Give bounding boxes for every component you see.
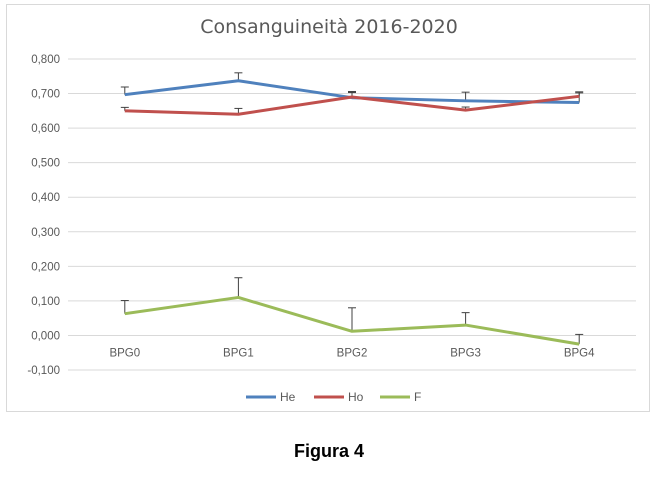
legend-label: Ho <box>348 390 364 404</box>
legend-label: He <box>280 390 296 404</box>
x-tick-label: BPG2 <box>337 347 368 359</box>
y-tick-label: 0,300 <box>31 227 60 239</box>
y-tick-label: 0,600 <box>31 123 60 135</box>
y-tick-label: 0,100 <box>31 296 60 308</box>
chart-title: Consanguineità 2016-2020 <box>200 16 458 38</box>
y-tick-label: 0,200 <box>31 261 60 273</box>
y-tick-label: -0,100 <box>27 365 60 377</box>
legend-label: F <box>414 390 421 404</box>
series-f <box>120 277 584 346</box>
x-tick-label: BPG3 <box>450 347 481 359</box>
y-tick-label: 0,400 <box>31 192 60 204</box>
y-tick-label: 0,500 <box>31 158 60 170</box>
axis-labels: -0,100 0,000 0,100 0,200 0,300 0,400 0,500 0,60… <box>27 54 595 377</box>
figure-caption: Figura 4 <box>293 441 364 461</box>
legend-item-he: He <box>246 390 296 404</box>
series-layer <box>120 72 584 346</box>
x-tick-label: BPG1 <box>223 347 254 359</box>
y-tick-label: 0,700 <box>31 89 60 101</box>
y-tick-label: 0,800 <box>31 54 60 66</box>
chart-frame <box>6 4 650 412</box>
series-ho <box>120 91 584 116</box>
legend-item-f: F <box>380 390 421 404</box>
x-tick-label: BPG4 <box>564 347 595 359</box>
x-tick-label: BPG0 <box>109 347 140 359</box>
y-tick-label: 0,000 <box>31 330 60 342</box>
legend-item-ho: Ho <box>314 390 364 404</box>
legend: He Ho F <box>246 390 421 404</box>
